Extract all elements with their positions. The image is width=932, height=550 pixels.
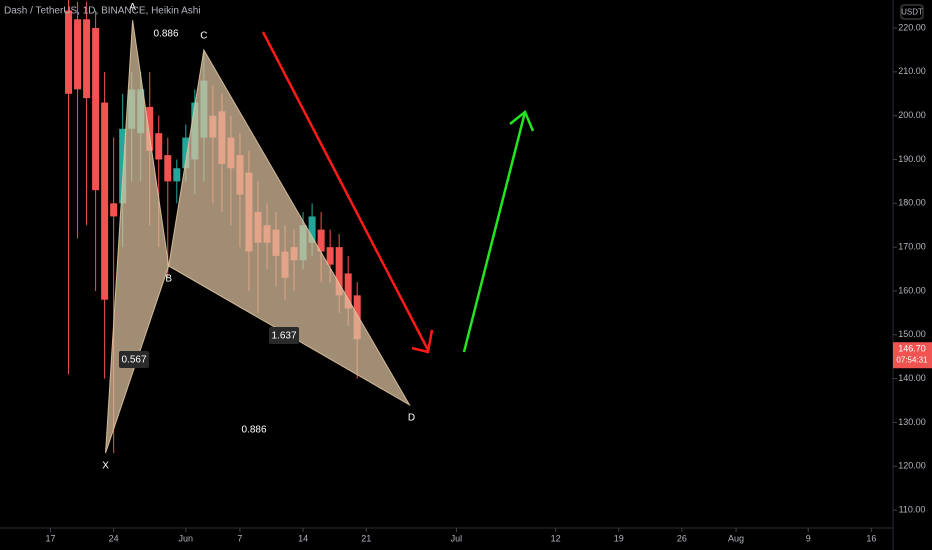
- y-tick-label: 170.00: [898, 242, 926, 252]
- pattern-point-label: D: [408, 413, 415, 424]
- pattern-xab: [105, 20, 170, 454]
- x-tick-label: 12: [551, 533, 561, 543]
- up-arrow: [462, 111, 527, 353]
- pattern-point-label: C: [200, 31, 207, 42]
- candle-body: [317, 229, 325, 252]
- candle-body: [74, 19, 82, 90]
- currency[interactable]: USDT: [901, 8, 923, 17]
- y-tick-label: 210.00: [898, 66, 926, 76]
- candle-body: [65, 10, 73, 94]
- candle-body: [344, 273, 352, 309]
- ratio-box: [269, 327, 299, 344]
- x-tick-label: Jun: [179, 533, 194, 543]
- x-tick-label: 9: [806, 533, 811, 543]
- candle-body: [83, 19, 91, 99]
- y-tick-label: 220.00: [898, 22, 926, 32]
- y-tick-label: 160.00: [898, 285, 926, 295]
- pattern-point-label: B: [165, 274, 172, 285]
- y-tick-label: 130.00: [898, 417, 926, 427]
- x-tick-label: Aug: [728, 533, 744, 543]
- candle-body: [101, 102, 109, 300]
- candle-body: [308, 216, 316, 243]
- candle-body: [92, 28, 100, 191]
- ratio-label: 0.567: [121, 355, 146, 366]
- pattern-bcd: [168, 48, 411, 407]
- candle-body: [335, 247, 343, 296]
- y-tick-label: 140.00: [898, 373, 926, 383]
- candle-body: [155, 133, 163, 160]
- pattern-point-label: A: [129, 2, 136, 13]
- last-price-tag: [893, 342, 932, 369]
- x-tick-label: 17: [46, 533, 56, 543]
- up-arrow-head: [509, 109, 535, 132]
- y-tick-label: 180.00: [898, 198, 926, 208]
- x-tick-label: 24: [109, 533, 119, 543]
- candle-body: [326, 247, 334, 265]
- ratio-box: [119, 351, 149, 368]
- ratio-label: 0.886: [241, 425, 266, 436]
- y-tick-label: 110.00: [899, 504, 926, 514]
- countdown: 07:54:31: [896, 355, 928, 364]
- candle-body: [182, 137, 190, 169]
- x-tick-label: Jul: [451, 533, 463, 543]
- down-arrow-head: [411, 329, 434, 354]
- candle-body: [110, 203, 118, 217]
- ratio-label: 0.886: [153, 29, 178, 40]
- x-tick-label: 19: [614, 533, 624, 543]
- candle-body: [173, 168, 181, 182]
- x-tick-label: 16: [866, 533, 876, 543]
- x-tick-label: 14: [298, 533, 308, 543]
- candle-body: [164, 155, 172, 182]
- chart-title: Dash / TetherUS, 1D, BINANCE, Heikin Ash…: [4, 6, 201, 17]
- x-tick-label: 26: [677, 533, 687, 543]
- ratio-label: 1.637: [271, 331, 296, 342]
- pattern-point-label: X: [102, 461, 109, 472]
- x-tick-label: 7: [237, 533, 242, 543]
- y-tick-label: 150.00: [898, 329, 926, 339]
- y-tick-label: 190.00: [898, 154, 926, 164]
- currency-box[interactable]: [900, 4, 924, 20]
- candle-body: [146, 106, 154, 151]
- last-price: 146.70: [898, 344, 926, 354]
- x-tick-label: 21: [361, 533, 371, 543]
- down-arrow: [261, 31, 430, 351]
- y-tick-label: 120.00: [898, 461, 926, 471]
- candle-body: [119, 128, 127, 204]
- y-tick-label: 200.00: [898, 110, 926, 120]
